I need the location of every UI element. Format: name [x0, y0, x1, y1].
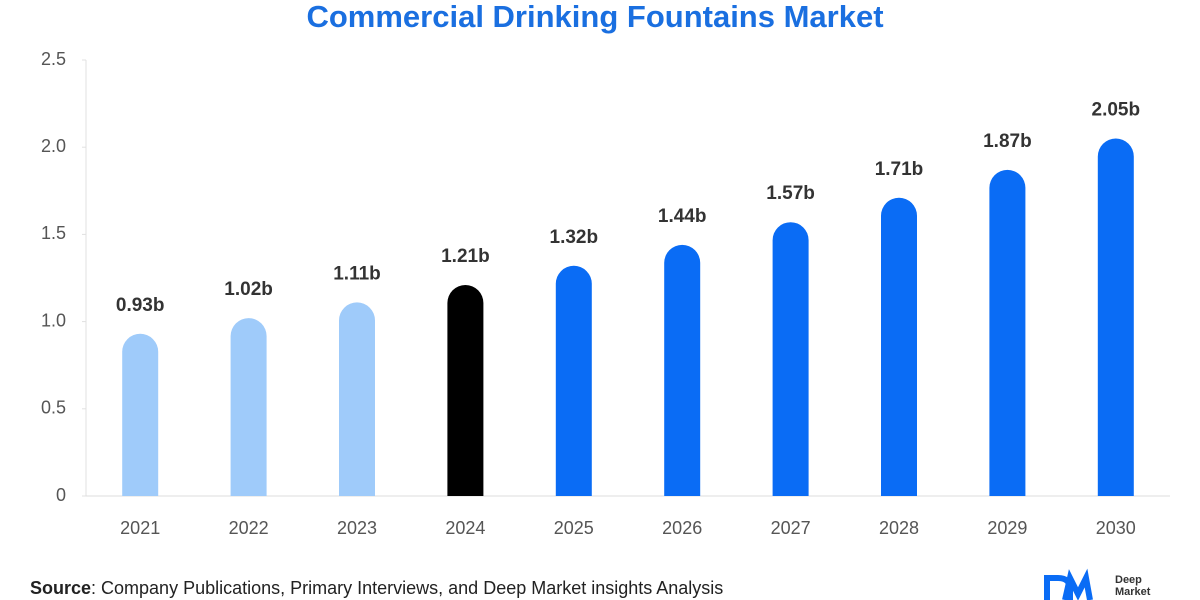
x-tick-label: 2030: [1096, 518, 1136, 538]
x-tick-label: 2024: [445, 518, 485, 538]
value-label: 1.44b: [658, 206, 707, 227]
value-label: 1.32b: [550, 227, 599, 248]
bar: [989, 169, 1026, 496]
y-tick-label: 0.5: [41, 398, 66, 418]
value-label: 1.71b: [875, 159, 924, 180]
bar: [339, 302, 375, 496]
bar: [122, 333, 159, 496]
bar: [772, 222, 809, 496]
x-tick-label: 2026: [662, 518, 702, 538]
bar: [664, 244, 701, 496]
value-label: 1.02b: [224, 279, 273, 300]
source: Source: Company Publications, Primary In…: [30, 578, 723, 598]
value-label: 1.87b: [983, 131, 1032, 152]
bar: [1097, 138, 1134, 496]
chart-title: Commercial Drinking Fountains Market: [306, 0, 883, 34]
y-tick-label: 1.0: [41, 310, 66, 330]
y-tick-label: 2.5: [41, 49, 66, 69]
bar: [230, 318, 267, 496]
logo-m: [1062, 568, 1093, 600]
bar: [881, 197, 917, 496]
value-label: 0.93b: [116, 295, 165, 316]
x-tick-label: 2025: [554, 518, 594, 538]
x-tick-label: 2027: [771, 518, 811, 538]
x-tick-label: 2022: [229, 518, 269, 538]
value-label: 1.57b: [766, 183, 815, 204]
value-label: 2.05b: [1092, 99, 1141, 120]
x-tick-label: 2029: [987, 518, 1027, 538]
y-tick-label: 2.0: [41, 136, 66, 156]
source-label: Source: [30, 578, 91, 598]
logo: Deep Market: [1044, 568, 1151, 600]
logo-text: Deep: [1115, 574, 1142, 586]
value-label: 1.11b: [333, 263, 381, 284]
source-text: : Company Publications, Primary Intervie…: [91, 578, 723, 598]
x-tick-label: 2028: [879, 518, 919, 538]
y-tick-label: 0: [56, 485, 66, 505]
bar: [555, 265, 592, 496]
x-tick-label: 2021: [120, 518, 160, 538]
x-tick-label: 2023: [337, 518, 377, 538]
logo-text: Market: [1115, 586, 1151, 598]
value-label: 1.21b: [441, 246, 490, 267]
bar: [447, 284, 484, 496]
y-tick-label: 1.5: [41, 223, 66, 243]
